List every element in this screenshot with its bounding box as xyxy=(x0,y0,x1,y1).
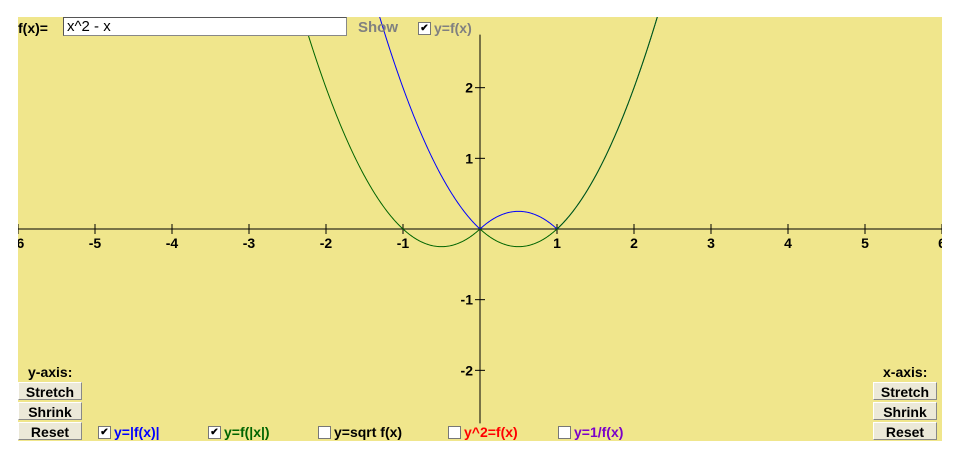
x-tick-label: -2 xyxy=(320,235,333,251)
option-label: y^2=f(x) xyxy=(464,424,518,440)
x-reset-button[interactable]: Reset xyxy=(873,422,937,440)
option-label: y=f(|x|) xyxy=(224,424,270,440)
option-label: y=sqrt f(x) xyxy=(334,424,403,440)
x-tick-label: -3 xyxy=(243,235,256,251)
option-checkbox-3[interactable]: y^2=f(x) xyxy=(448,424,518,440)
option-label: y=|f(x)| xyxy=(114,424,160,440)
y-tick-label: -1 xyxy=(461,292,474,308)
y-tick-label: 1 xyxy=(465,150,473,166)
checkbox-icon[interactable]: ✔ xyxy=(418,21,431,35)
checkbox-icon[interactable]: ✔ xyxy=(208,425,221,439)
option-checkbox-0[interactable]: ✔ y=|f(x)| xyxy=(98,424,160,440)
x-shrink-button[interactable]: Shrink xyxy=(873,402,937,420)
option-checkbox-2[interactable]: y=sqrt f(x) xyxy=(318,424,402,440)
x-stretch-button[interactable]: Stretch xyxy=(873,382,937,400)
option-checkbox-4[interactable]: y=1/f(x) xyxy=(558,424,623,440)
series-line-0 xyxy=(379,17,658,230)
option-label: y=1/f(x) xyxy=(574,424,624,440)
show-fx-label: y=f(x) xyxy=(434,20,472,36)
checkbox-icon[interactable] xyxy=(318,425,331,439)
checkbox-icon[interactable] xyxy=(448,425,461,439)
x-tick-label: 1 xyxy=(553,235,561,251)
x-tick-label: 6 xyxy=(938,235,942,251)
x-tick-label: -4 xyxy=(166,235,179,251)
function-label: f(x)= xyxy=(18,20,48,36)
y-reset-button[interactable]: Reset xyxy=(18,422,82,440)
series-line-1 xyxy=(302,17,658,248)
graph-area[interactable]: -6 -5 -4 -3 -2 -1 1 2 3 4 5 6 2 1 -1 -2 f(x)= Show ✔ y=… xyxy=(18,17,942,441)
option-checkbox-1[interactable]: ✔ y=f(|x|) xyxy=(208,424,270,440)
x-tick-label: 2 xyxy=(630,235,638,251)
checkbox-icon[interactable] xyxy=(558,425,571,439)
y-shrink-button[interactable]: Shrink xyxy=(18,402,82,420)
graph-canvas: -6 -5 -4 -3 -2 -1 1 2 3 4 5 6 2 1 -1 -2 xyxy=(18,17,942,424)
checkbox-icon[interactable]: ✔ xyxy=(98,425,111,439)
x-axis-label: x-axis: xyxy=(883,364,928,380)
x-tick-label: 3 xyxy=(707,235,715,251)
x-tick-label: -5 xyxy=(89,235,102,251)
x-tick-label: -1 xyxy=(397,235,410,251)
x-tick-label: 4 xyxy=(784,235,792,251)
y-tick-label: -2 xyxy=(461,362,474,378)
x-tick-label: -6 xyxy=(18,235,24,251)
show-label: Show xyxy=(358,19,398,36)
y-stretch-button[interactable]: Stretch xyxy=(18,382,82,400)
x-tick-label: 5 xyxy=(861,235,869,251)
show-fx-checkbox[interactable]: ✔ y=f(x) xyxy=(418,20,472,36)
y-axis-label: y-axis: xyxy=(28,364,73,380)
y-tick-label: 2 xyxy=(465,80,473,96)
function-input[interactable] xyxy=(63,17,347,36)
